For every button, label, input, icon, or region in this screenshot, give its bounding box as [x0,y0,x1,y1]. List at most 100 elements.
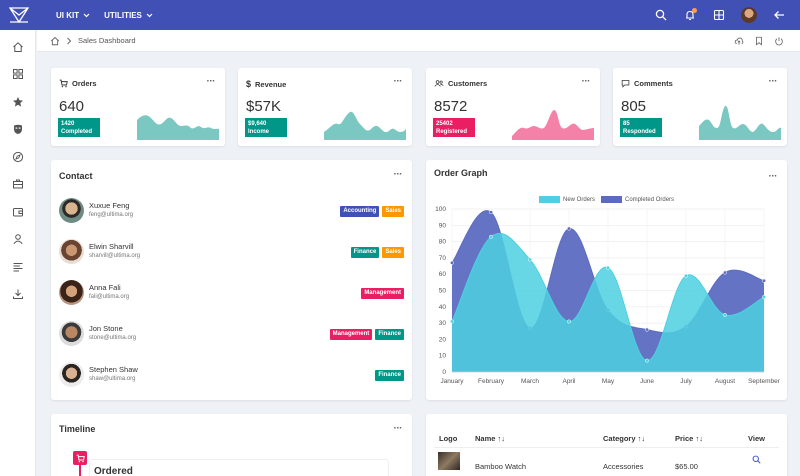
stat-title-text: Orders [72,79,97,88]
more-options-button[interactable]: ··· [206,76,216,87]
data-point [762,278,766,283]
sort-icon: ↑↓ [637,434,646,443]
search-button[interactable] [654,8,668,22]
menu-ui-kit[interactable]: UI KIT [56,11,90,20]
legend-new-orders[interactable]: New Orders [539,196,595,203]
sidebar-item-theme[interactable] [0,116,36,144]
data-point [645,327,649,332]
sidebar-item-list[interactable] [0,253,36,281]
power-icon[interactable] [774,36,784,46]
sidebar-item-briefcase[interactable] [0,171,36,199]
y-tick-label: 30 [439,320,447,327]
data-point [645,358,649,363]
menu-utilities[interactable]: UTILITIES [104,11,153,20]
contact-card: Contact ··· Xuxue Feng feng@ultima.org A… [51,160,412,400]
stat-badge: 1420 Completed [58,118,100,137]
data-point [489,210,493,215]
more-options-button[interactable]: ··· [768,76,778,87]
stat-badge: $9,640 Income [245,118,287,137]
data-point [567,319,571,324]
bell-icon [686,10,694,21]
contact-row[interactable]: Elwin Sharvill sharvill@ultima.org Finan… [59,237,404,267]
home-icon[interactable] [50,36,60,46]
stat-badge-label: Responded [623,129,656,135]
stat-value: 805 [621,98,647,115]
home-icon [13,41,23,52]
sidebar-item-wallet[interactable] [0,198,36,226]
x-tick-label: April [562,378,576,385]
product-name: Bamboo Watch [475,462,526,471]
sidebar-item-favorites[interactable] [0,88,36,116]
compass-icon [12,151,24,162]
legend-swatch [539,196,560,203]
contact-name: Jon Stone [89,324,123,333]
col-header-name[interactable]: Name ↑↓ [475,434,505,443]
sidebar-item-user[interactable] [0,226,36,254]
contact-row[interactable]: Anna Fali fali@ultima.org Management [59,278,404,308]
sidebar-item-home[interactable] [0,33,36,61]
col-header-category[interactable]: Category ↑↓ [603,434,645,443]
stat-card-orders: Orders ··· 640 1420 Completed [51,68,225,146]
more-options-button[interactable]: ··· [768,171,778,182]
grid-icon [713,9,725,21]
legend-swatch [601,196,623,203]
contact-row[interactable]: Xuxue Feng feng@ultima.org Accounting Sa… [59,196,404,226]
y-tick-label: 40 [439,304,447,311]
sparkline-chart [324,111,406,140]
contact-email: fali@ultima.org [89,294,130,300]
legend-completed-orders[interactable]: Completed Orders [601,196,674,203]
back-button[interactable] [772,8,786,22]
app-logo[interactable] [0,0,38,30]
wallet-icon [13,207,23,217]
stat-badge-number: 85 [623,121,630,127]
cart-icon [76,454,85,462]
notifications-button[interactable] [683,8,697,22]
stat-title-text: Comments [634,79,673,88]
sparkline-chart [699,105,781,140]
avatar [59,321,84,346]
y-tick-label: 80 [439,239,447,246]
cart-icon [59,79,68,88]
apps-button[interactable] [712,8,726,22]
users-icon [434,80,444,87]
menu-ui-kit-label: UI KIT [56,10,80,20]
contact-email: stone@ultima.org [89,335,137,341]
more-options-button[interactable]: ··· [581,76,591,87]
tag-sales: Sales [382,247,404,258]
cloud-upload-icon[interactable] [734,36,744,46]
mask-icon [14,125,22,135]
align-left-icon [13,262,23,272]
data-point [684,273,688,278]
sidebar-item-explore[interactable] [0,143,36,171]
contact-name: Xuxue Feng [89,201,130,210]
contact-row[interactable]: Stephen Shaw shaw@ultima.org Finance [59,360,404,390]
more-options-button[interactable]: ··· [393,76,403,87]
tag-finance: Finance [375,329,404,340]
data-point [567,226,571,231]
x-tick-label: March [521,378,539,385]
sidebar-item-download[interactable] [0,281,36,309]
y-tick-label: 100 [435,206,446,213]
timeline-marker [73,451,87,465]
search-icon[interactable] [752,455,761,464]
x-tick-label: May [602,378,615,385]
more-options-button[interactable]: ··· [393,169,403,180]
series-area-new-orders [452,233,764,372]
user-icon [13,234,23,245]
tag-finance: Finance [350,247,380,258]
contact-row[interactable]: Jon Stone stone@ultima.org Management Fi… [59,319,404,349]
product-category: Accessories [603,462,644,471]
stat-value: 640 [59,98,85,115]
search-icon [655,9,667,21]
user-avatar[interactable] [741,7,757,23]
sidebar-item-dashboard[interactable] [0,61,36,89]
bookmark-icon[interactable] [754,36,764,46]
stat-card-customers: Customers ··· 8572 25402 Registered [426,68,600,146]
y-tick-label: 10 [439,353,447,360]
col-header-price[interactable]: Price ↑↓ [675,434,703,443]
products-table-card: Logo Name ↑↓ Category ↑↓ Price ↑↓ View B… [426,414,787,476]
x-tick-label: September [748,378,781,385]
tag-management: Management [361,288,404,299]
more-options-button[interactable]: ··· [393,423,403,434]
col-header-view: View [748,434,765,443]
